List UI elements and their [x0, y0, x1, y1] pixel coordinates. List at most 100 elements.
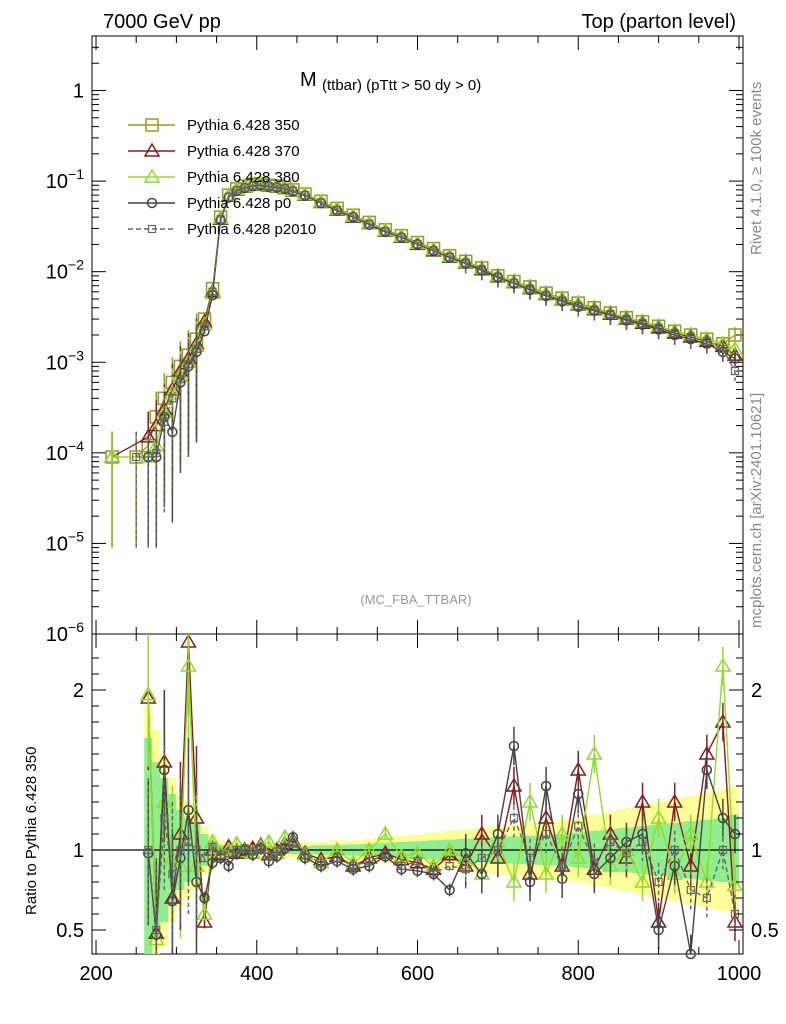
ratio-point — [461, 865, 470, 874]
ratio-point — [429, 868, 438, 877]
main-point — [264, 182, 273, 191]
ratio-ytick-label-right-2: 2 — [751, 680, 762, 702]
ratio-point — [412, 865, 423, 877]
ratio-point — [521, 793, 539, 808]
main-point — [365, 219, 374, 228]
main-point — [333, 205, 342, 215]
main-point — [397, 233, 406, 242]
main-ytick-label-1: 10−1 — [46, 166, 84, 193]
ratio-point — [726, 876, 744, 891]
main-point — [144, 452, 153, 462]
ratio-ytick-label-right-0: 0.5 — [751, 920, 779, 942]
ratio-point — [634, 793, 651, 808]
ratio-point — [223, 860, 234, 872]
ratio-point — [207, 857, 218, 869]
main-point — [445, 252, 454, 261]
main-point — [224, 192, 233, 201]
main-point — [509, 278, 519, 288]
ratio-point — [606, 837, 615, 847]
main-ytick-label-3: 10−3 — [46, 347, 84, 374]
legend-marker-2 — [143, 168, 161, 183]
legend-label-0: Pythia 6.428 350 — [187, 117, 300, 134]
ratio-ytick-label-1: 1 — [73, 840, 84, 862]
ratio-point — [589, 868, 600, 880]
main-point — [248, 181, 257, 190]
ratio-point — [726, 913, 744, 928]
ratio-point — [300, 850, 310, 859]
header-right: Top (parton level) — [581, 11, 736, 33]
ratio-point — [714, 657, 732, 672]
ratio-xtick-label-4: 1000 — [717, 963, 762, 985]
ratio-xtick-label-0: 200 — [79, 963, 112, 985]
ratio-point — [377, 825, 394, 840]
main-point — [200, 322, 209, 331]
header-left: 7000 GeV pp — [103, 11, 221, 33]
ratio-point — [524, 876, 536, 888]
main-ytick-label-6: 10−6 — [46, 619, 84, 646]
ratio-point — [574, 821, 583, 831]
ratio-point — [509, 813, 519, 823]
main-point — [670, 328, 679, 338]
main-point — [103, 448, 121, 463]
ratio-point — [315, 860, 327, 872]
ratio-point — [347, 863, 359, 875]
legend-label-3: Pythia 6.428 p0 — [187, 195, 291, 212]
ratio-point — [718, 845, 728, 855]
main-point — [558, 296, 567, 305]
ratio-ylabel: Ratio to Pythia 6.428 350 — [23, 747, 40, 915]
ratio-point — [396, 863, 407, 875]
ratio-point — [685, 948, 697, 960]
ratio-point — [184, 837, 193, 847]
ratio-point — [505, 777, 523, 792]
main-point — [316, 198, 326, 207]
ratio-point — [248, 847, 257, 856]
ratio-point — [541, 829, 551, 839]
ratio-point — [152, 925, 161, 935]
ratio-point — [413, 857, 422, 866]
main-point — [718, 344, 728, 354]
main-point — [413, 239, 422, 249]
main-point — [590, 305, 599, 314]
main-point — [493, 272, 502, 281]
ratio-point — [240, 844, 249, 853]
ratio-point — [540, 780, 552, 792]
ratio-point — [622, 849, 631, 858]
ratio-point — [349, 861, 358, 871]
ratio-xtick-label-3: 800 — [562, 963, 595, 985]
ratio-ytick-label-right-1: 1 — [751, 840, 762, 862]
ratio-point — [445, 861, 454, 871]
ratio-point — [256, 845, 265, 855]
ratio-point — [634, 873, 651, 888]
main-point — [729, 353, 741, 364]
main-point — [288, 186, 298, 195]
ratio-point — [215, 852, 226, 864]
ratio-band — [144, 706, 739, 954]
main-point — [216, 215, 225, 224]
legend-marker-0 — [145, 118, 159, 132]
ratio-point — [196, 905, 213, 920]
ratio-point — [272, 847, 281, 856]
ratio-point — [180, 657, 197, 672]
ratio-point — [572, 788, 584, 800]
ratio-point — [224, 849, 233, 858]
main-ytick-label-5: 10−5 — [46, 528, 84, 555]
main-ytick-label-4: 10−4 — [46, 438, 84, 465]
ratio-point — [441, 841, 458, 856]
ratio-point — [553, 825, 571, 840]
main-point — [541, 291, 551, 300]
main-point — [638, 319, 647, 328]
ratio-point — [260, 833, 278, 848]
main-subtitle: (ttbar) (pTtt > 50 dy > 0) — [322, 77, 481, 94]
ratio-point — [196, 913, 213, 928]
main-ytick-label-0: 1 — [73, 81, 84, 103]
ratio-series — [139, 633, 744, 960]
main-point — [525, 284, 535, 293]
ratio-point — [381, 850, 390, 859]
ratio-ytick-label-2: 2 — [73, 680, 84, 702]
ratio-point — [653, 924, 664, 936]
main-point — [477, 265, 486, 274]
main-point — [686, 332, 695, 342]
ratio-point — [331, 855, 343, 867]
main-point — [232, 186, 241, 195]
main-series-4 — [132, 180, 740, 548]
